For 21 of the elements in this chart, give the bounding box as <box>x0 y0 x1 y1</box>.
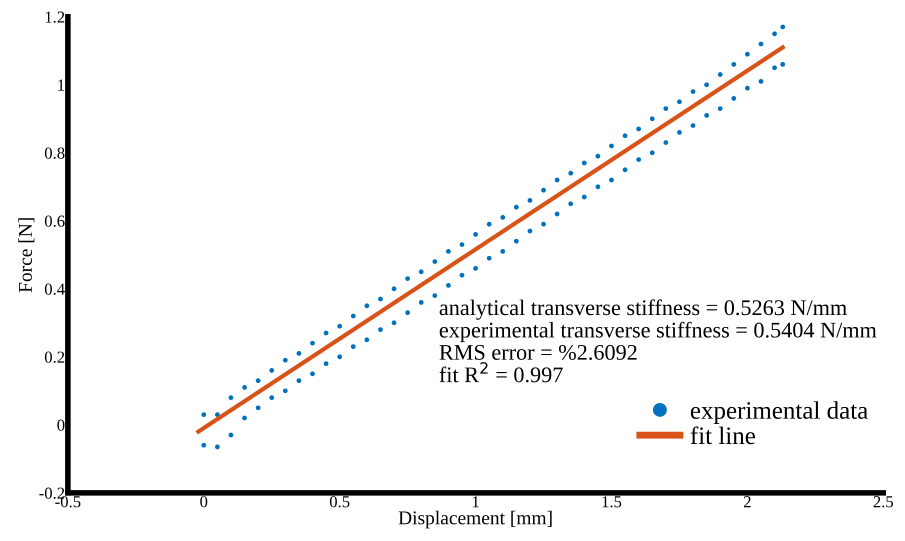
x-tick-label: 1 <box>472 496 479 508</box>
x-tick-label: 0.5 <box>330 496 350 508</box>
y-tick-label: 0.8 <box>44 147 64 159</box>
y-tick-label: 0.2 <box>44 352 64 363</box>
legend-label: experimental data <box>690 401 868 424</box>
y-tick-label: 0 <box>57 420 64 431</box>
y-tick-label: 0.6 <box>44 216 65 227</box>
y-axis-title: Force [N] <box>18 218 34 292</box>
x-tick-label: 0 <box>200 496 208 508</box>
annotation: fit R$^{2}$ = 0.997 <box>440 362 563 382</box>
annotation: RMS error = %2.6092 <box>440 344 637 360</box>
annotation: experimental transverse stiffness = 0.5404 N/mm <box>440 322 877 342</box>
annotation: analytical transverse stiffness = 0.5263 N/mm <box>440 299 847 320</box>
x-tick-label: 2 <box>744 496 751 508</box>
y-tick-label: 0.4 <box>44 284 65 295</box>
y-tick-label: 1.2 <box>46 12 64 23</box>
x-tick-label: 2.5 <box>874 496 894 508</box>
legend-label: fit line <box>690 426 755 444</box>
x-axis-title: Displacement [mm] <box>398 510 552 528</box>
x-tick-label: 1.5 <box>602 496 622 508</box>
y-tick-label: 1 <box>58 80 64 91</box>
